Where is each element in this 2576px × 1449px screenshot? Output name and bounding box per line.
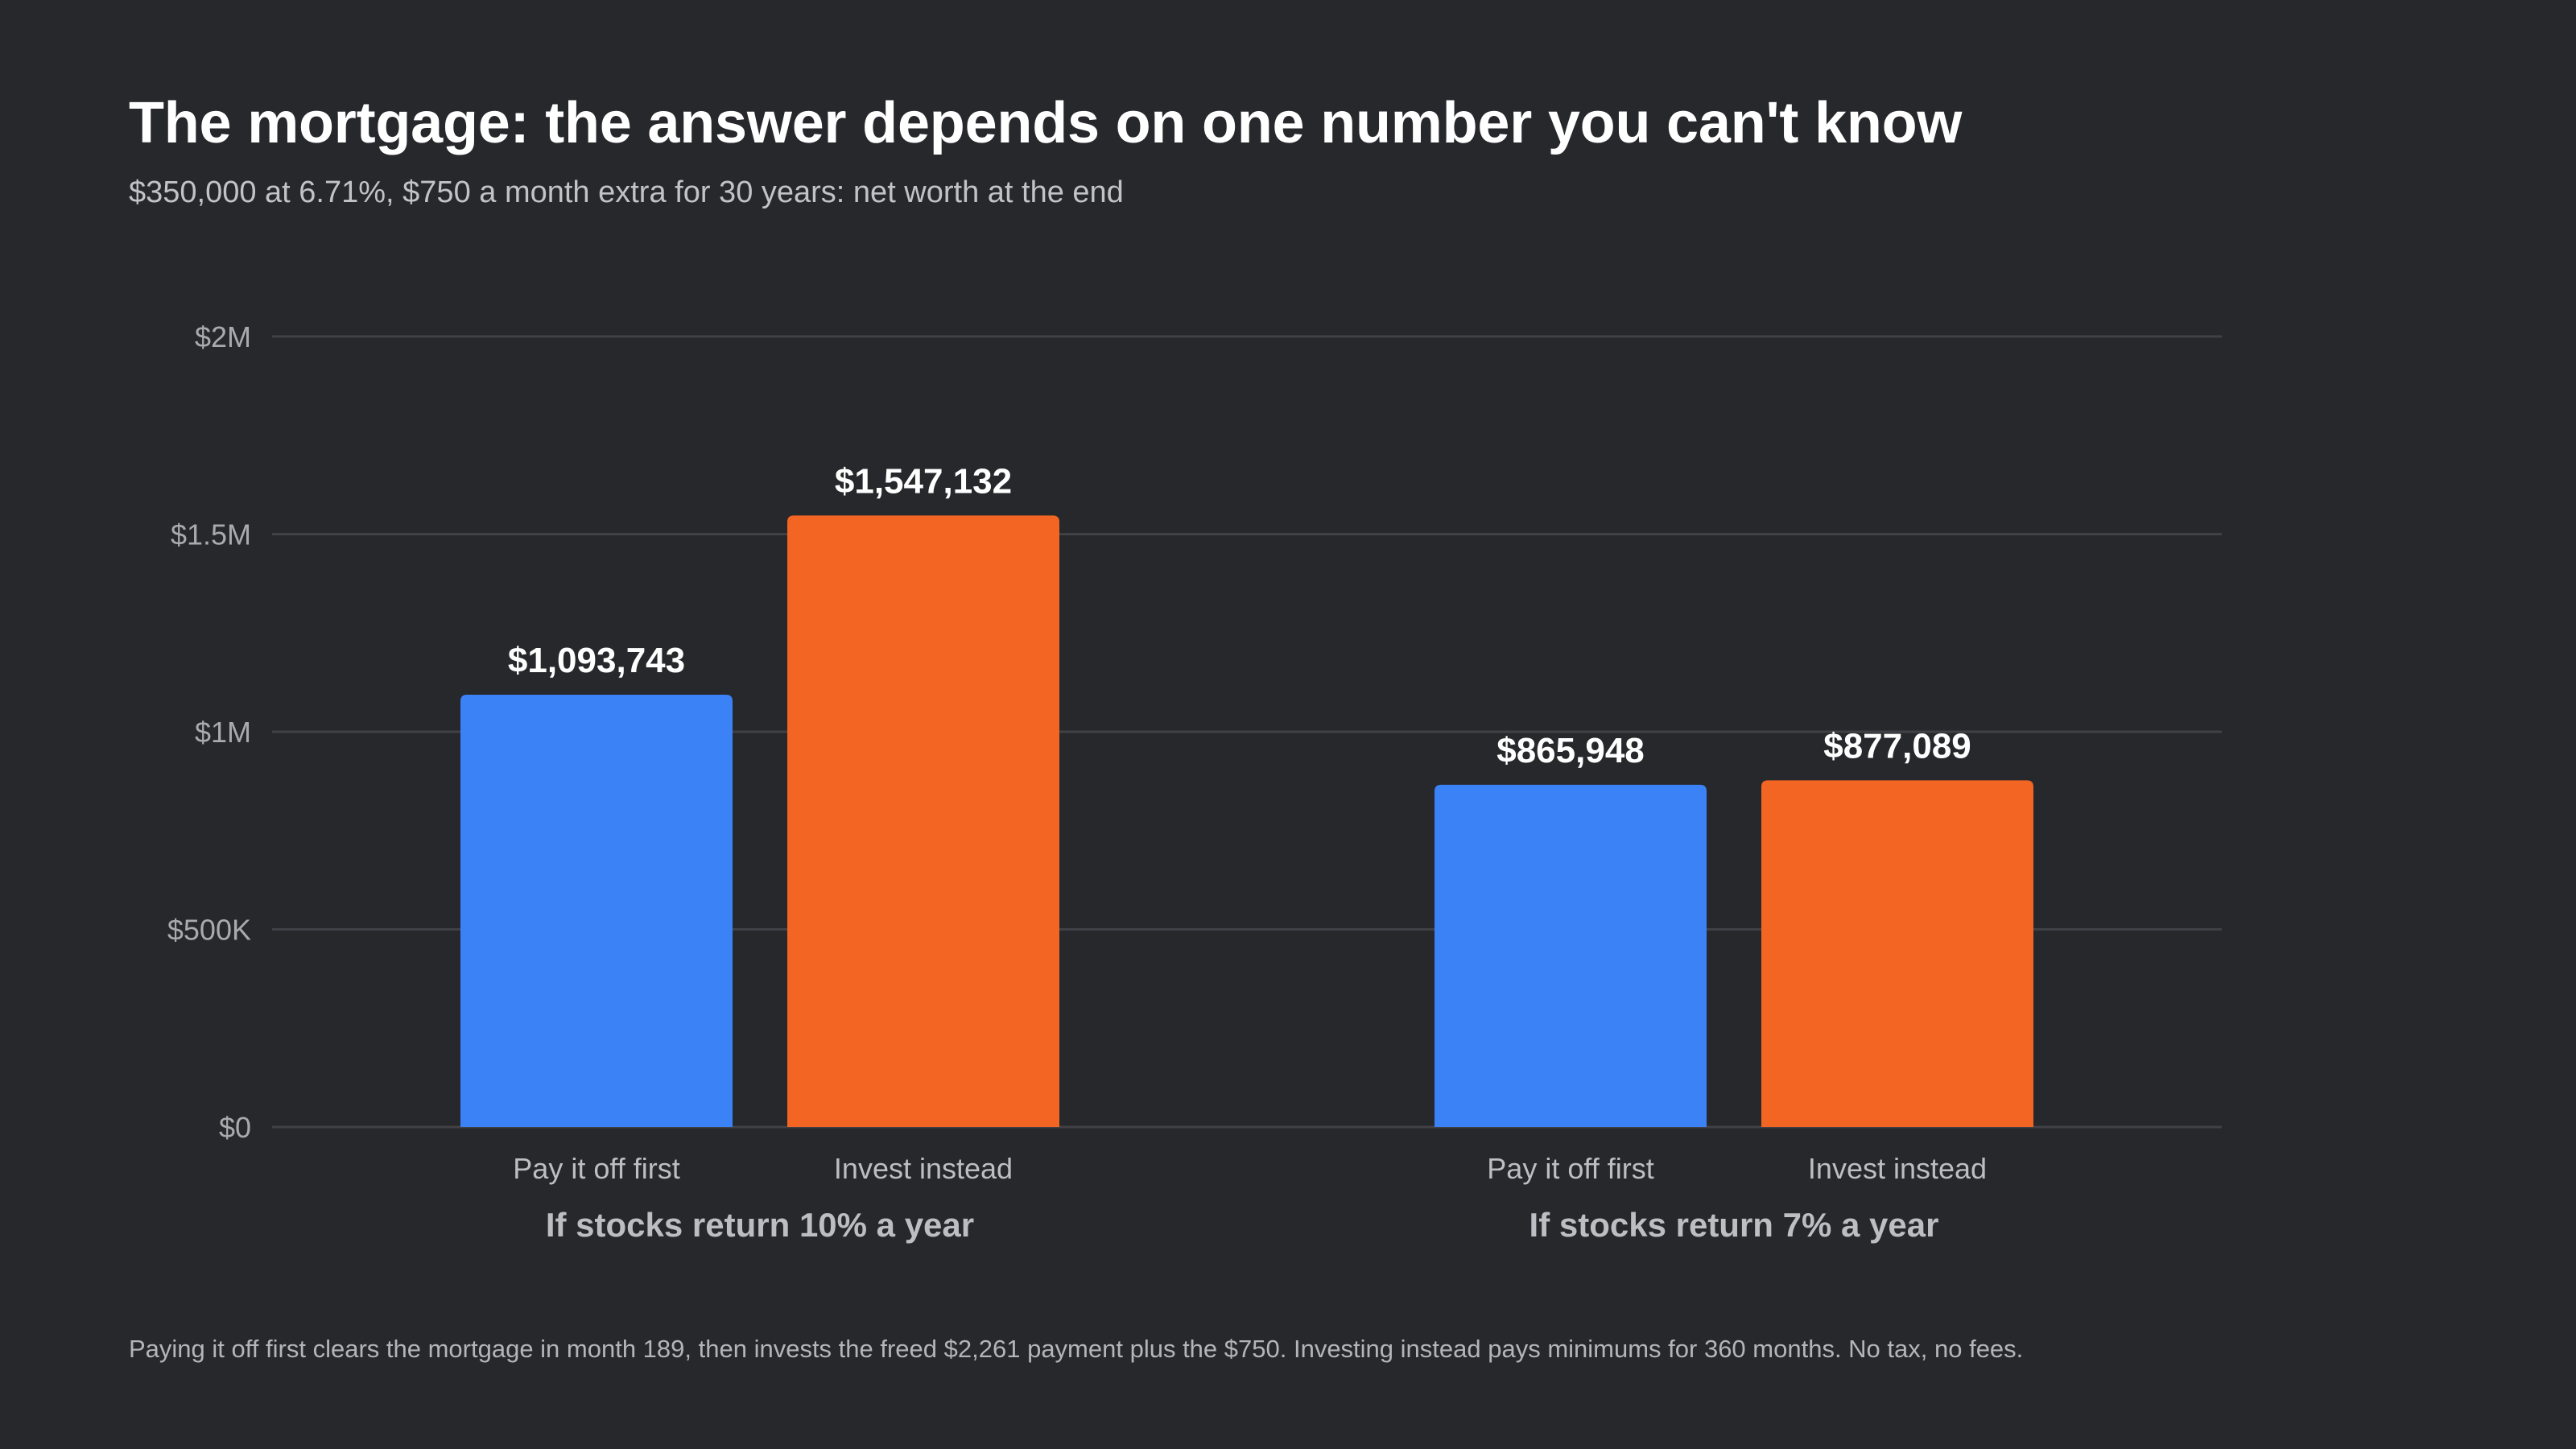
y-tick-label: $500K [167,914,251,947]
bars [460,515,2033,1127]
chart-subtitle: $350,000 at 6.71%, $750 a month extra fo… [129,175,1124,209]
y-axis-ticks: $0 $500K $1M $1.5M $2M [167,320,251,1144]
bar [787,515,1059,1127]
footnote: Paying it off first clears the mortgage … [129,1335,2024,1363]
bar-value-label: $865,948 [1496,731,1645,770]
category-label: Pay it off first [1487,1152,1653,1185]
bar-value-label: $1,093,743 [508,641,685,680]
y-tick-label: $1.5M [171,518,251,551]
y-tick-label: $0 [219,1111,251,1144]
bar [1761,780,2033,1127]
group-label: If stocks return 7% a year [1530,1206,1939,1244]
bar [460,694,733,1127]
category-label: Pay it off first [513,1152,679,1185]
y-tick-label: $1M [195,716,251,749]
y-tick-label: $2M [195,320,251,353]
category-label: Invest instead [834,1152,1013,1185]
bar [1435,784,1707,1127]
labels: $1,093,743 Pay it off first $1,547,132 Inve… [508,461,1987,1244]
chart-title: The mortgage: the answer depends on one … [129,91,1963,155]
bar-value-label: $1,547,132 [835,461,1012,501]
category-label: Invest instead [1808,1152,1987,1185]
group-label: If stocks return 10% a year [546,1206,974,1244]
bar-value-label: $877,089 [1823,726,1971,766]
